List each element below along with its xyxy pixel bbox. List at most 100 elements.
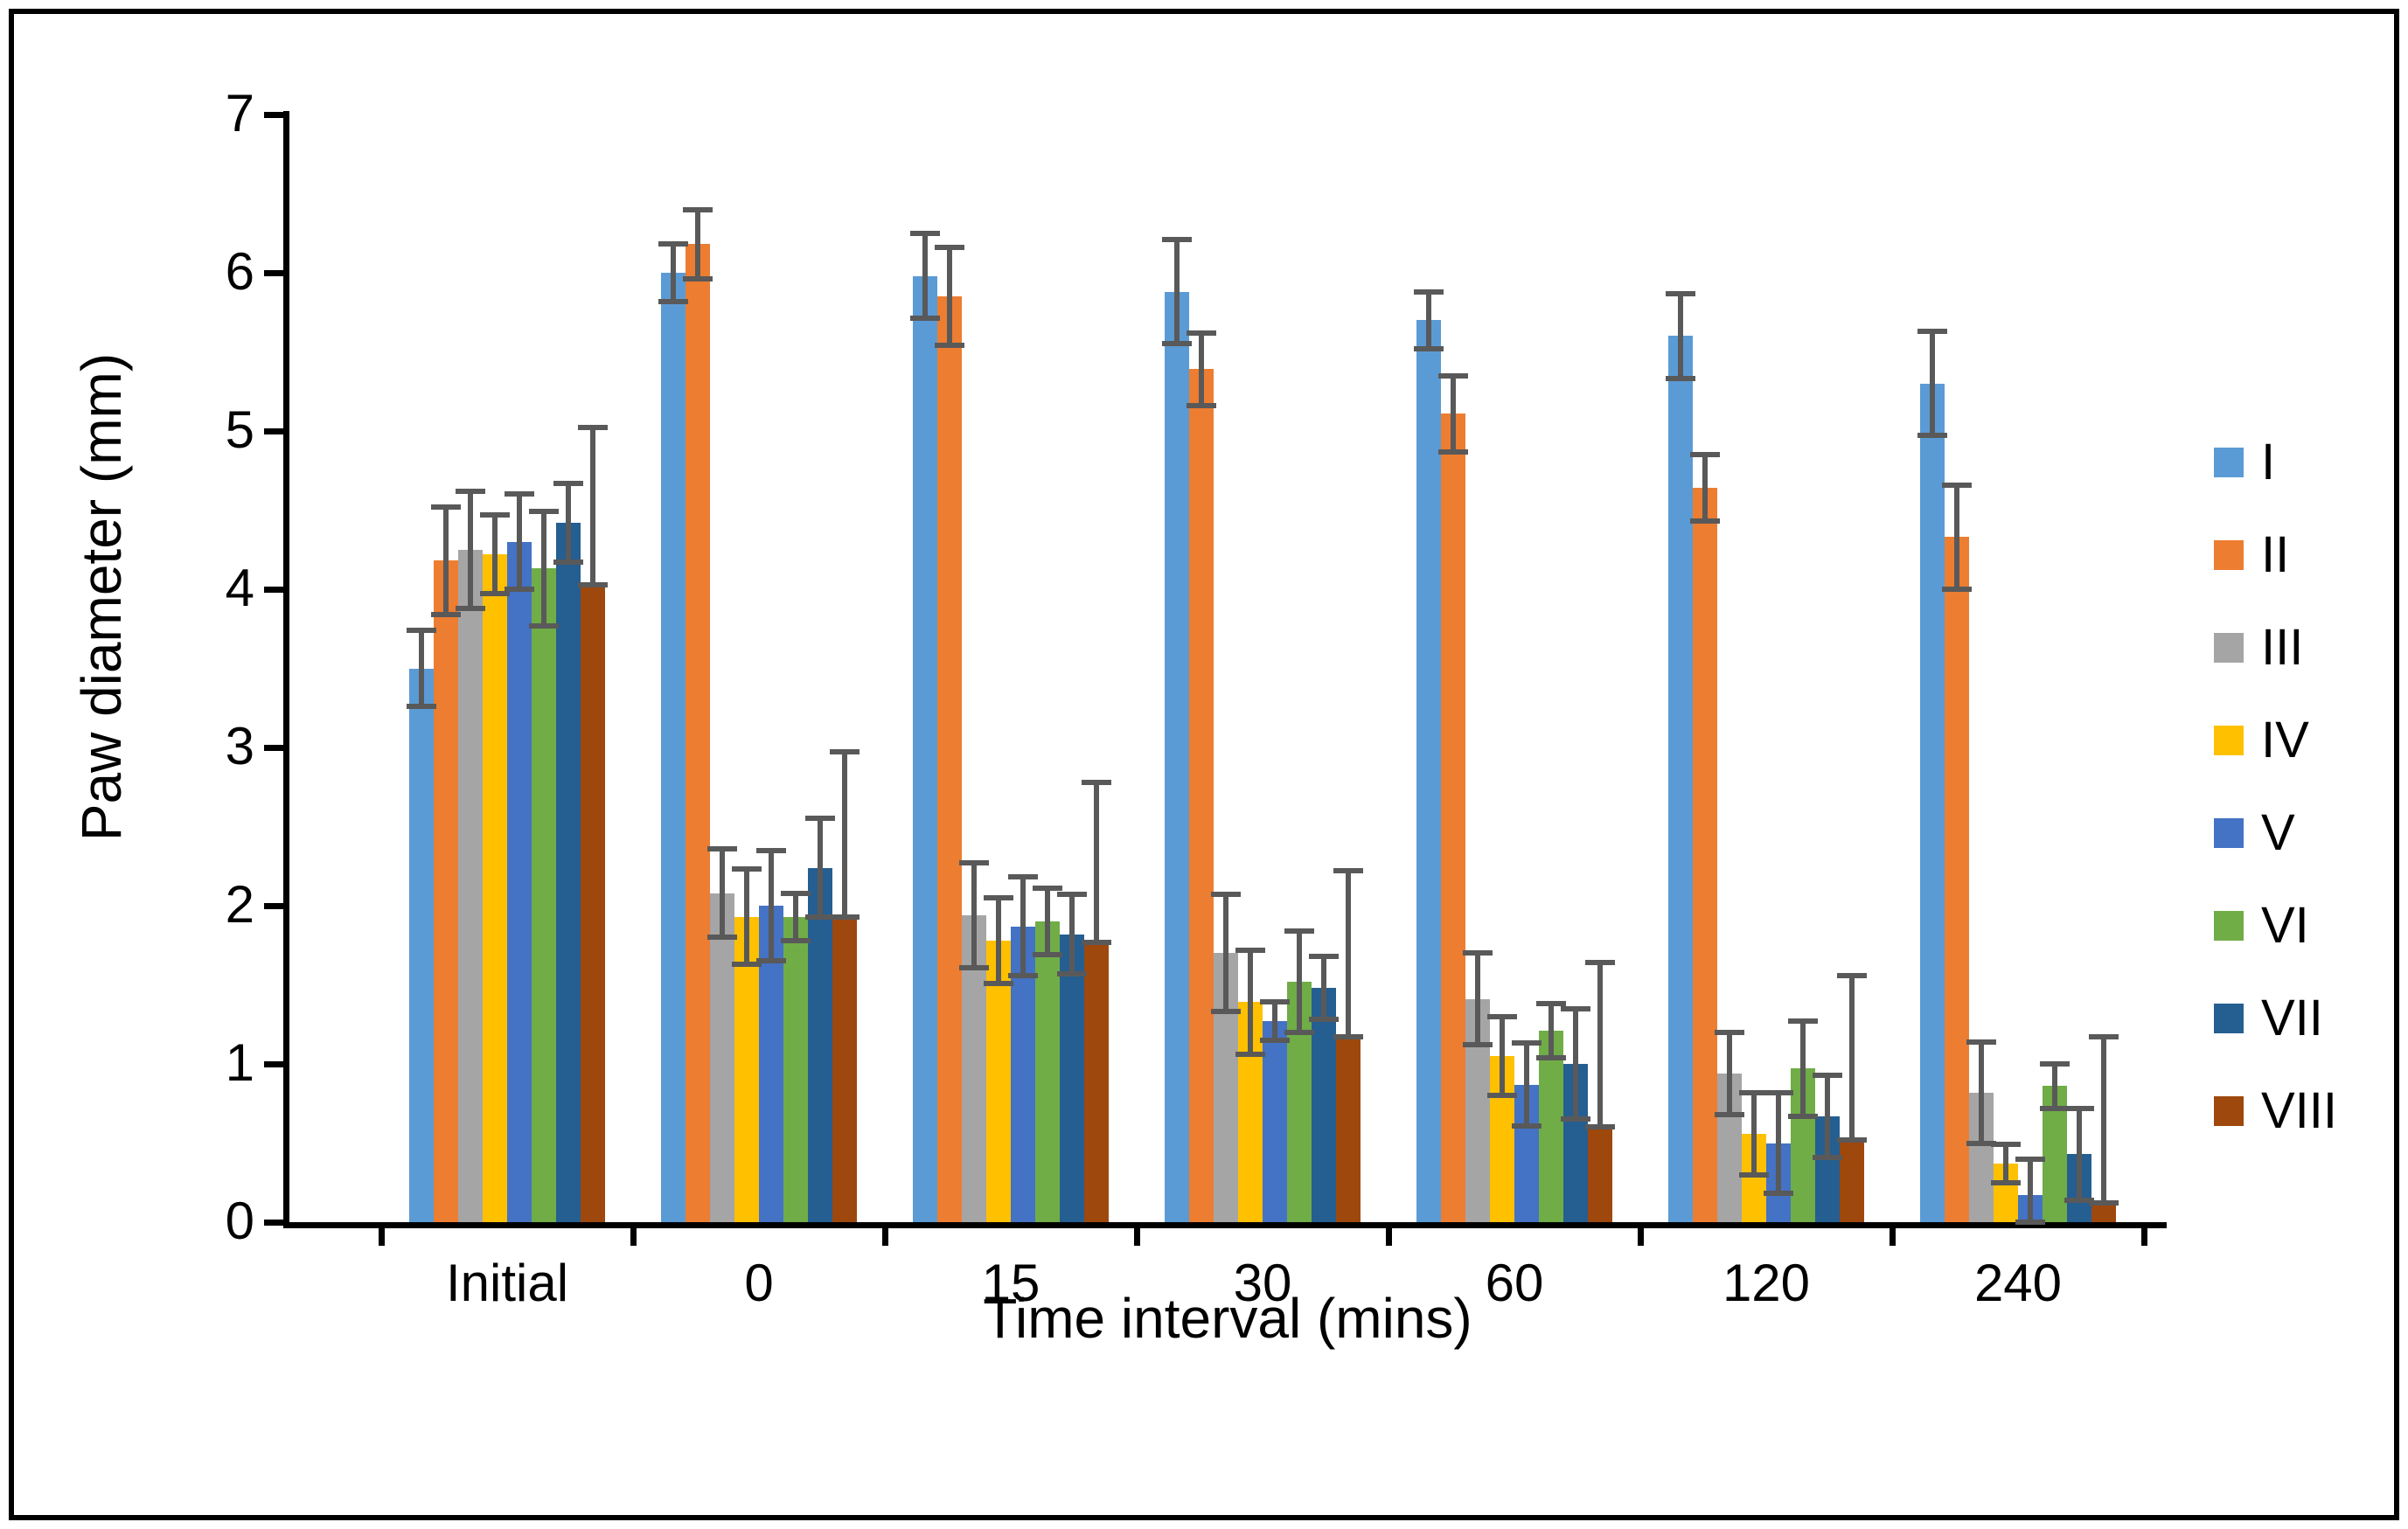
y-tick-label: 7 <box>225 84 254 142</box>
bar-II-60 <box>1441 414 1465 1222</box>
error-bar-cap-top-IV-30 <box>1235 947 1265 953</box>
x-tick <box>881 1228 888 1246</box>
legend-label: VI <box>2261 897 2309 954</box>
bar-I-15 <box>913 275 937 1222</box>
error-bar-cap-top-VI-120 <box>1788 1018 1818 1025</box>
error-bar-III-30 <box>1223 894 1228 1012</box>
bar-V-30 <box>1263 1021 1287 1222</box>
error-bar-VI-60 <box>1548 1004 1554 1058</box>
error-bar-cap-top-V-15 <box>1008 874 1038 880</box>
legend-item-V: V <box>2214 803 2295 864</box>
error-bar-cap-top-V-120 <box>1764 1089 1793 1095</box>
error-bar-III-Initial <box>468 490 473 608</box>
error-bar-cap-top-VI-15 <box>1033 886 1062 892</box>
error-bar-cap-top-I-30 <box>1162 236 1192 242</box>
legend-marker-icon <box>2214 633 2244 663</box>
error-bar-cap-bottom-VIII-30 <box>1333 1034 1363 1040</box>
legend-label: V <box>2261 804 2295 861</box>
error-bar-II-0 <box>695 209 700 280</box>
error-bar-IV-15 <box>996 897 1001 983</box>
y-tick <box>264 744 283 751</box>
error-bar-cap-bottom-V-30 <box>1260 1037 1290 1043</box>
bar-I-120 <box>1668 336 1693 1222</box>
bar-IV-0 <box>734 916 759 1222</box>
y-tick-label: 2 <box>225 875 254 934</box>
error-bar-VI-0 <box>793 893 798 941</box>
error-bar-VIII-15 <box>1094 782 1099 942</box>
y-axis-title: Paw diameter (mm) <box>70 352 133 842</box>
error-bar-VII-30 <box>1321 956 1326 1020</box>
error-bar-IV-0 <box>744 869 749 964</box>
error-bar-cap-top-I-0 <box>658 241 688 247</box>
error-bar-cap-bottom-VIII-240 <box>2089 1200 2119 1206</box>
error-bar-cap-bottom-III-15 <box>959 964 989 970</box>
error-bar-cap-bottom-VII-Initial <box>553 559 583 566</box>
y-tick-label: 3 <box>225 717 254 775</box>
error-bar-cap-bottom-I-0 <box>658 298 688 304</box>
error-bar-cap-bottom-IV-Initial <box>480 591 510 597</box>
legend-item-II: II <box>2214 525 2289 586</box>
bar-IV-15 <box>986 940 1011 1222</box>
error-bar-cap-bottom-VIII-Initial <box>578 581 608 587</box>
error-bar-II-60 <box>1451 375 1456 452</box>
error-bar-cap-top-VI-0 <box>781 890 811 896</box>
error-bar-cap-bottom-VII-30 <box>1309 1017 1339 1023</box>
error-bar-VII-60 <box>1573 1008 1578 1120</box>
legend-label: IV <box>2261 712 2309 768</box>
error-bar-IV-30 <box>1248 949 1253 1055</box>
error-bar-cap-bottom-V-Initial <box>505 587 534 592</box>
legend-marker-icon <box>2214 818 2244 848</box>
error-bar-IV-120 <box>1751 1092 1757 1175</box>
error-bar-cap-bottom-III-60 <box>1463 1042 1493 1048</box>
bar-V-Initial <box>507 541 532 1222</box>
error-bar-cap-top-V-240 <box>2015 1156 2045 1162</box>
error-bar-cap-top-IV-120 <box>1739 1089 1769 1095</box>
legend-item-I: I <box>2214 432 2275 493</box>
error-bar-VII-120 <box>1825 1074 1830 1157</box>
error-bar-cap-top-IV-0 <box>732 866 762 872</box>
error-bar-V-120 <box>1776 1092 1781 1194</box>
error-bar-III-0 <box>720 848 725 938</box>
error-bar-cap-top-II-15 <box>935 245 964 251</box>
error-bar-cap-bottom-VIII-0 <box>830 914 860 920</box>
error-bar-IV-60 <box>1500 1016 1505 1096</box>
error-bar-cap-bottom-VI-0 <box>781 937 811 943</box>
y-tick <box>264 427 283 434</box>
error-bar-cap-bottom-I-30 <box>1162 341 1192 347</box>
error-bar-I-240 <box>1930 330 1935 436</box>
y-tick <box>264 586 283 593</box>
y-tick-label: 1 <box>225 1033 254 1092</box>
legend-item-VIII: VIII <box>2214 1081 2337 1142</box>
x-tick-label: Initial <box>445 1254 569 1312</box>
y-tick-label: 6 <box>225 242 254 301</box>
error-bar-VIII-120 <box>1849 975 1855 1140</box>
bar-VII-Initial <box>556 522 581 1222</box>
error-bar-cap-top-VII-30 <box>1309 953 1339 959</box>
error-bar-cap-top-VIII-0 <box>830 749 860 755</box>
x-tick <box>630 1228 637 1246</box>
error-bar-cap-bottom-IV-0 <box>732 961 762 967</box>
error-bar-cap-top-II-120 <box>1690 452 1720 458</box>
error-bar-VI-240 <box>2052 1064 2057 1109</box>
bar-II-120 <box>1693 488 1717 1222</box>
bar-II-Initial <box>434 560 458 1222</box>
error-bar-cap-bottom-VII-15 <box>1057 970 1087 976</box>
error-bar-IV-Initial <box>492 514 498 594</box>
error-bar-cap-top-III-30 <box>1211 892 1241 898</box>
figure-border: Paw diameter (mm) 0 1 2 3 4 5 6 7 Initial 0 15 30 60… <box>9 9 2399 1520</box>
error-bar-II-15 <box>947 247 952 346</box>
bar-I-0 <box>661 273 686 1222</box>
error-bar-cap-top-I-60 <box>1414 288 1444 295</box>
error-bar-VI-15 <box>1045 888 1050 956</box>
y-tick-label: 5 <box>225 400 254 459</box>
error-bar-cap-top-IV-60 <box>1487 1013 1517 1019</box>
error-bar-cap-top-II-30 <box>1187 330 1216 336</box>
bar-II-240 <box>1945 537 1969 1222</box>
legend-item-III: III <box>2214 617 2303 678</box>
error-bar-IV-240 <box>2003 1144 2008 1183</box>
y-tick <box>264 1219 283 1226</box>
bar-II-30 <box>1189 369 1214 1222</box>
x-tick-label: 120 <box>1722 1254 1811 1312</box>
bar-VIII-0 <box>832 916 857 1222</box>
error-bar-VIII-240 <box>2101 1037 2106 1204</box>
